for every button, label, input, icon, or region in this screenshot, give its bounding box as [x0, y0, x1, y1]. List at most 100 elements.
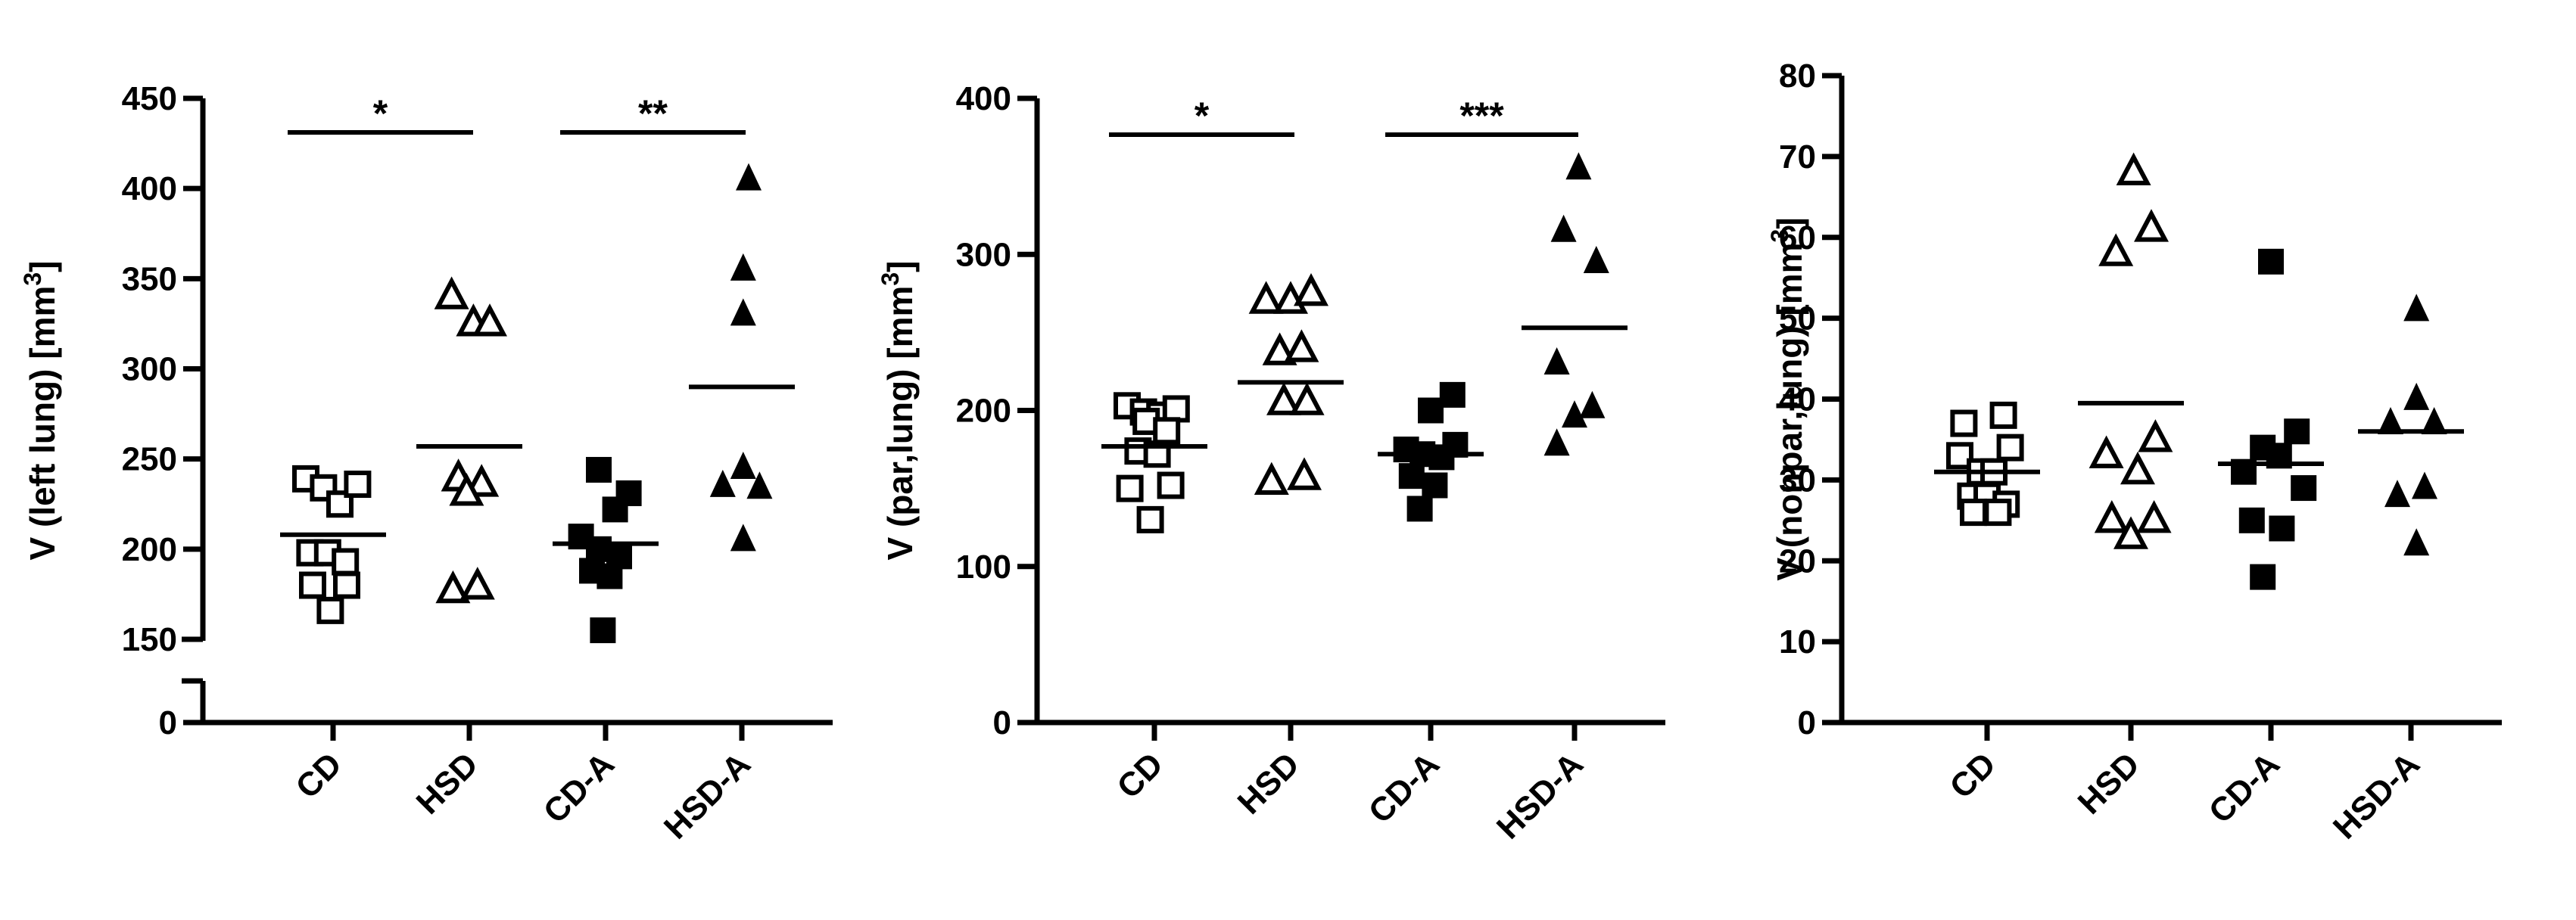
data-point	[1289, 382, 1325, 415]
y-tick-label: 300	[956, 236, 1011, 273]
data-point	[1583, 245, 1609, 273]
data-point	[1579, 390, 1606, 418]
y-axis-title-main: V (nonpar,lung) [mm	[1770, 242, 1809, 580]
significance-label: ***	[1459, 95, 1504, 137]
data-point	[459, 567, 495, 600]
y-tick-label: 200	[122, 531, 177, 568]
data-point	[333, 571, 360, 599]
data-point	[2403, 294, 2430, 322]
series-cd-a	[553, 456, 659, 644]
data-point	[590, 617, 616, 644]
data-point	[2258, 248, 2284, 275]
data-point	[1960, 499, 1987, 527]
y-tick-label: 50	[1779, 300, 1816, 337]
x-category-label: CD	[288, 745, 349, 806]
y-axis-title-superscript: 3	[1766, 229, 1793, 243]
data-point	[344, 471, 372, 499]
data-point	[2284, 418, 2310, 445]
data-point	[730, 298, 756, 326]
y-tick-label: 250	[122, 441, 177, 478]
data-point	[1266, 382, 1301, 415]
data-point	[2238, 507, 2265, 533]
data-point	[2412, 471, 2437, 499]
series-cd-a	[2218, 248, 2324, 590]
data-point	[1294, 273, 1328, 306]
data-point	[730, 253, 756, 281]
y-axis-title-end: ]	[23, 261, 62, 272]
y-tick-label: 300	[122, 351, 177, 388]
significance-label: *	[1195, 95, 1210, 137]
data-point	[449, 473, 484, 506]
panel-c: V (nonpar,lung) [mm3] 0 10 20 30 40 50 60 70 80 CD…	[1766, 58, 2502, 847]
y-axis-title-superscript: 3	[877, 272, 904, 286]
data-point	[326, 490, 354, 518]
series-hsd-a	[689, 163, 795, 552]
data-point	[1254, 462, 1289, 495]
data-point	[1162, 395, 1190, 423]
data-point	[2134, 209, 2169, 242]
y-axis-title-end: ]	[880, 260, 920, 272]
series-cd	[1101, 392, 1207, 533]
data-point	[2113, 516, 2148, 549]
data-point	[2269, 515, 2295, 542]
y-tick-label: 60	[1779, 219, 1816, 256]
x-category-label: CD	[1110, 745, 1170, 806]
x-category-label: HSD-A	[1490, 745, 1590, 846]
y-tick-label: 0	[159, 704, 177, 741]
y-axis-title-superscript: 3	[19, 272, 46, 286]
y-tick-label: 400	[956, 80, 1011, 117]
x-category-label: CD-A	[2202, 745, 2287, 830]
data-point	[709, 469, 736, 497]
data-point	[2136, 500, 2172, 533]
data-point	[299, 571, 326, 599]
x-category-label: CD-A	[1362, 745, 1447, 830]
x-category-label: CD-A	[537, 745, 621, 830]
data-point	[1550, 214, 1577, 242]
y-axis-title-end: ]	[1770, 217, 1809, 228]
data-point	[1418, 397, 1444, 424]
data-point	[615, 480, 642, 506]
data-point	[1406, 496, 1433, 522]
y-tick-label: 100	[956, 549, 1011, 586]
data-point	[472, 303, 507, 337]
x-category-label: HSD-A	[2326, 745, 2427, 846]
y-tick-label: 200	[956, 393, 1011, 430]
data-point	[1543, 347, 1570, 375]
series-hsd-a	[1522, 152, 1628, 456]
data-point	[1248, 281, 1284, 314]
data-point	[1562, 400, 1587, 428]
y-tick-label: 400	[122, 170, 177, 207]
data-point	[2291, 475, 2317, 502]
data-point	[746, 471, 773, 499]
data-point	[2098, 233, 2134, 266]
data-point	[1439, 381, 1466, 408]
y-tick-label: 0	[993, 704, 1011, 741]
data-point	[2403, 382, 2430, 410]
y-axis-title-main: V (par,lung) [mm	[880, 286, 920, 561]
x-category-label: HSD	[2071, 745, 2147, 821]
y-tick-label: 450	[122, 80, 177, 117]
x-category-label: HSD-A	[657, 745, 758, 846]
panel-b: V (par,lung) [mm3] 0 100 200 300 400 CD HSD CD-A…	[877, 80, 1665, 847]
y-tick-label: 0	[1798, 704, 1816, 741]
y-axis-title: V (nonpar,lung) [mm3]	[1766, 217, 1809, 580]
data-point	[2138, 419, 2173, 452]
data-point	[1398, 463, 1425, 490]
data-point	[316, 596, 344, 624]
data-point	[2378, 406, 2403, 434]
data-point	[2403, 528, 2430, 556]
data-point	[434, 276, 469, 309]
series-hsd-a	[2358, 294, 2464, 556]
y-axis-title: V (left lung) [mm3]	[19, 261, 62, 561]
data-point	[1136, 505, 1164, 533]
data-point	[464, 464, 500, 497]
y-axis-title: V (par,lung) [mm3]	[877, 260, 920, 560]
y-tick-label: 20	[1779, 542, 1816, 580]
x-category-label: CD	[1942, 745, 2003, 806]
x-category-label: HSD	[410, 745, 485, 821]
series-cd-a	[1378, 381, 1484, 522]
data-point	[2421, 406, 2447, 434]
data-point	[2094, 500, 2129, 533]
data-point	[1996, 434, 2024, 462]
